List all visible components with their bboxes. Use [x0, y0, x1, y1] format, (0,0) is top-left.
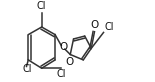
Text: O: O — [90, 20, 99, 30]
Text: Cl: Cl — [37, 1, 46, 11]
Text: O: O — [66, 57, 74, 67]
Text: Cl: Cl — [23, 64, 32, 74]
Text: Cl: Cl — [56, 69, 66, 79]
Text: Cl: Cl — [104, 22, 114, 32]
Text: O: O — [59, 42, 67, 52]
